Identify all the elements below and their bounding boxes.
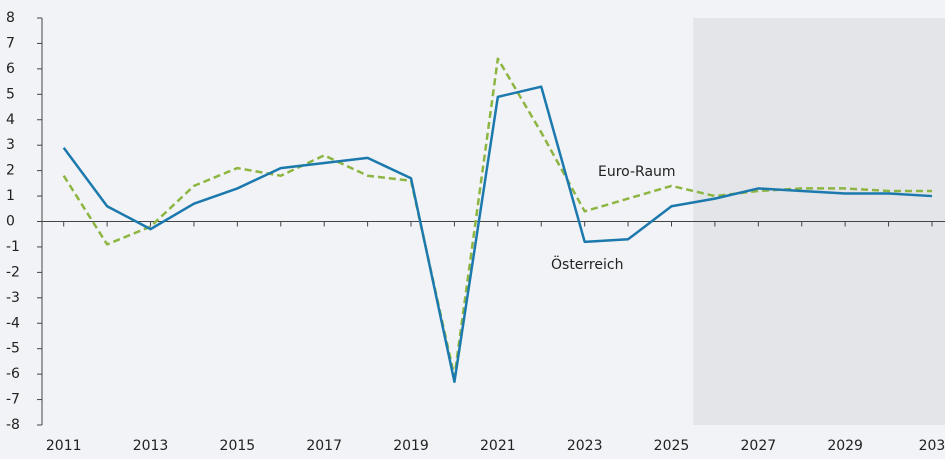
x-tick-label: 203	[919, 438, 945, 454]
y-tick-label: 1	[6, 188, 15, 204]
y-tick-label: 3	[6, 137, 15, 153]
x-tick-label: 2029	[827, 438, 863, 454]
x-tick-label: 2015	[220, 438, 256, 454]
y-tick-label: -6	[6, 366, 20, 382]
y-tick-label: 6	[6, 61, 15, 77]
y-tick-label: -1	[6, 239, 20, 255]
y-tick-label: 5	[6, 86, 15, 102]
x-tick-label: 2027	[741, 438, 777, 454]
x-tick-label: 2017	[306, 438, 342, 454]
y-tick-label: -4	[6, 315, 20, 331]
x-tick-label: 2021	[480, 438, 516, 454]
x-tick-label: 2013	[133, 438, 169, 454]
x-tick-label: 2019	[393, 438, 429, 454]
series-annotation: Euro-Raum	[598, 164, 676, 180]
y-tick-label: -8	[6, 417, 20, 433]
x-tick-label: 2023	[567, 438, 603, 454]
y-tick-label: 4	[6, 112, 15, 128]
y-tick-label: -3	[6, 290, 20, 306]
series-annotation: Österreich	[551, 255, 623, 273]
y-tick-label: 7	[6, 35, 15, 51]
x-tick-label: 2025	[654, 438, 690, 454]
y-tick-label: -2	[6, 264, 20, 280]
series-line	[62, 85, 933, 384]
y-tick-label: 8	[6, 10, 15, 26]
y-tick-label: -7	[6, 392, 20, 408]
y-tick-label: 0	[6, 214, 15, 230]
y-tick-label: -5	[6, 341, 20, 357]
y-tick-label: 2	[6, 163, 15, 179]
x-tick-label: 2011	[46, 438, 82, 454]
